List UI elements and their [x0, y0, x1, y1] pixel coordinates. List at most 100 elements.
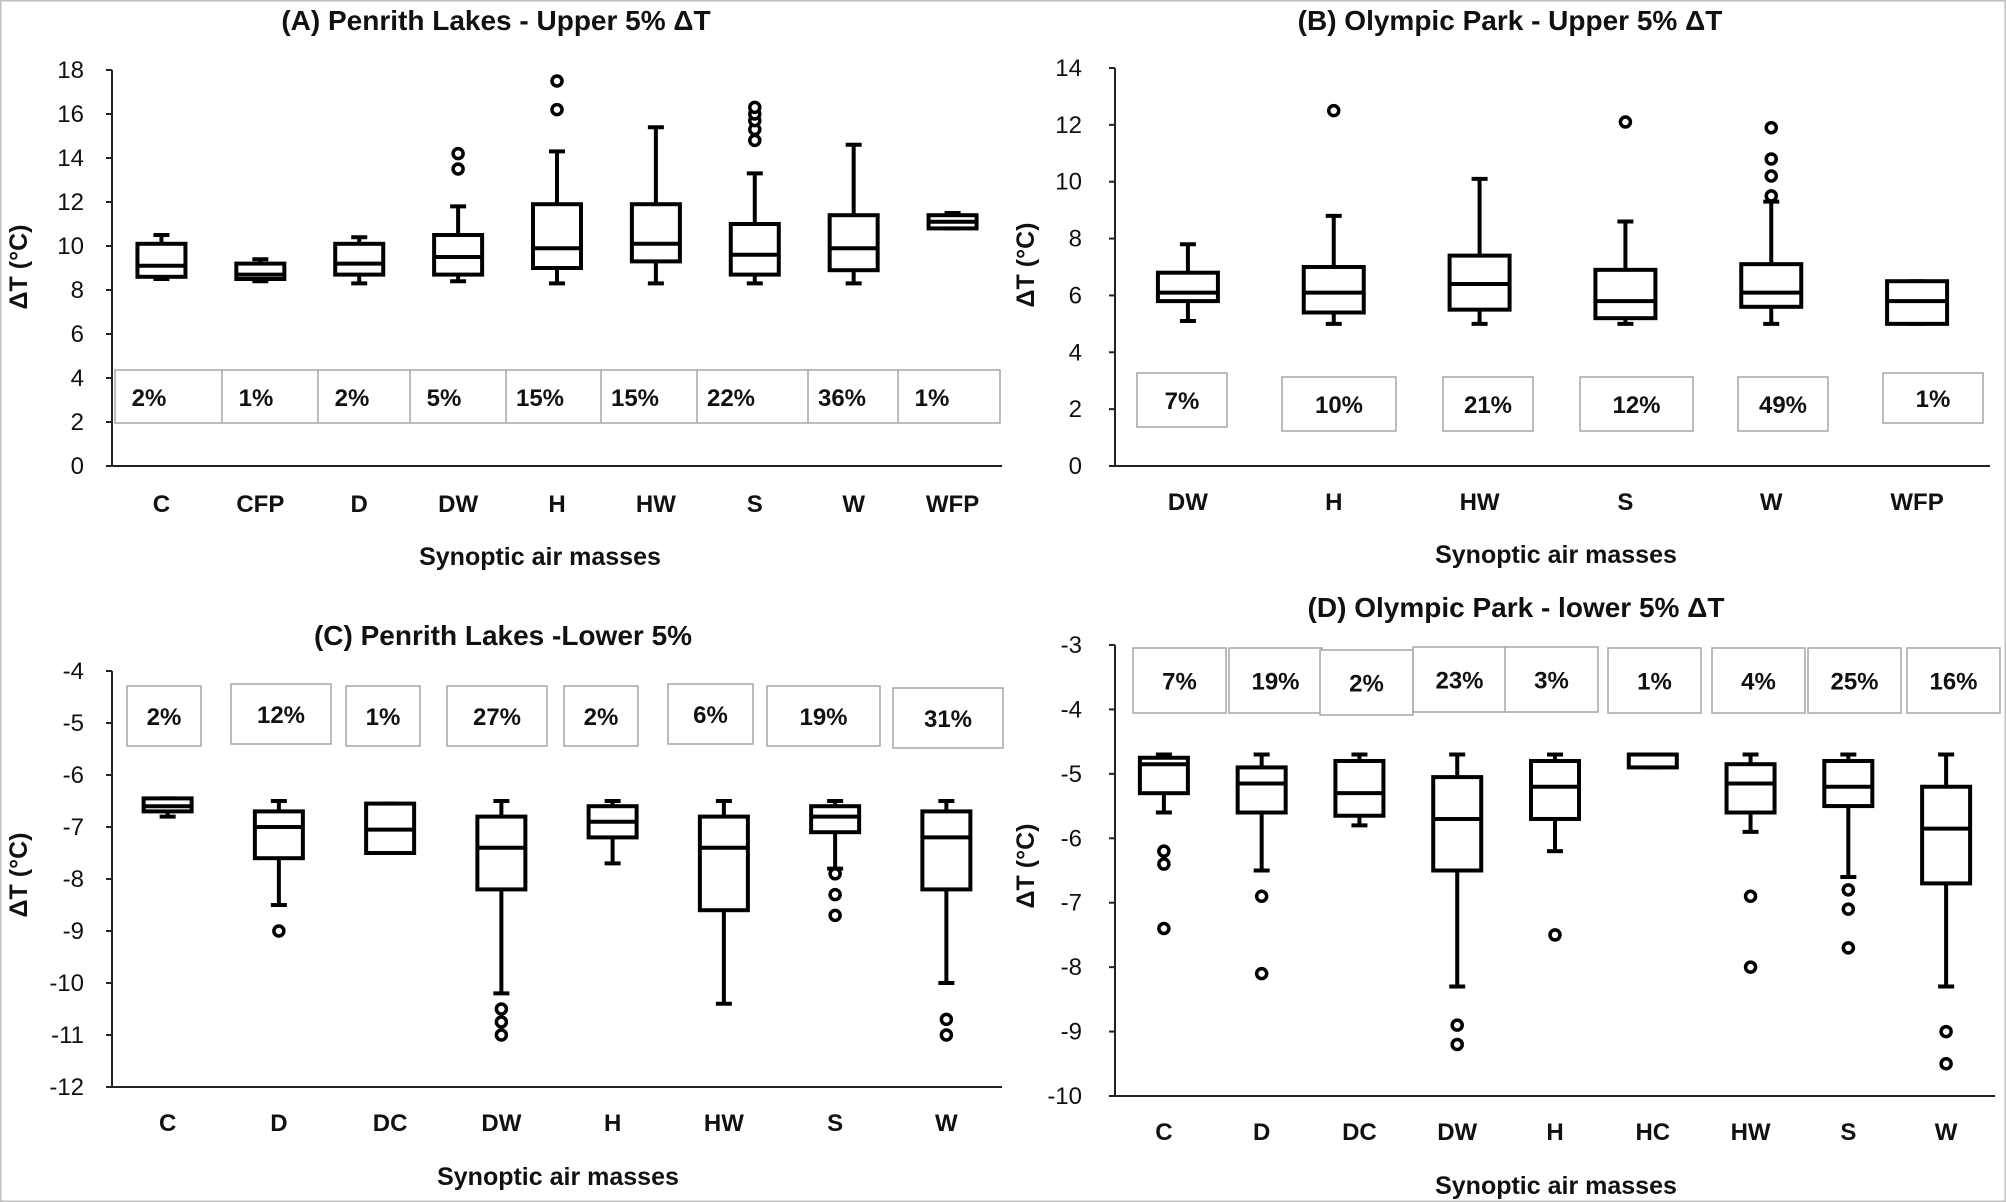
iqr-box [728, 222, 781, 277]
panel-a-category-label: H [548, 491, 565, 518]
panel-a-category-label: C [153, 491, 170, 518]
panel-c-percent-box [345, 685, 421, 747]
panel-b-category-label: H [1325, 489, 1342, 516]
panel-c-category-label: DW [481, 1110, 521, 1137]
panel-a-percent-label: 36% [818, 385, 866, 412]
panel-a-box-HW [629, 125, 682, 286]
panel-d-percent-box [1607, 647, 1702, 714]
panel-d-y-tick-label: -8 [1061, 954, 1082, 981]
panel-a-category-label: HW [636, 491, 676, 518]
panel-d-percent-box [1711, 647, 1806, 714]
panel-b-percent-label: 7% [1165, 388, 1200, 415]
panel-b-y-axis-label: ΔT (°C) [1012, 223, 1040, 308]
panel-a-y-tick-label: 12 [57, 189, 84, 216]
outlier-point [1548, 928, 1562, 942]
panel-c-category-label: DC [373, 1110, 408, 1137]
panel-c-box-H [586, 799, 639, 866]
panel-d: (D) Olympic Park - lower 5% ΔT ΔT (°C) S… [1012, 592, 2001, 1200]
panel-c-percent-label: 1% [366, 704, 401, 731]
iqr-box [1724, 762, 1777, 815]
outlier-point [1743, 889, 1758, 904]
panel-c-percent-box [766, 685, 881, 747]
outlier-point [1764, 152, 1778, 166]
panel-d-box-DC [1333, 752, 1386, 828]
panel-d-category-label: S [1840, 1119, 1856, 1146]
outlier-point [1841, 902, 1856, 916]
panel-d-percent-label: 1% [1637, 669, 1672, 696]
panel-a-y-tick-label: 6 [71, 321, 84, 348]
panel-d-box-S [1822, 752, 1875, 955]
panel-a-y-tick-label: 0 [71, 453, 84, 480]
panel-b-box-DW [1155, 242, 1220, 324]
iqr-box [1333, 758, 1386, 818]
outlier-point [550, 74, 564, 88]
panel-a-y-tick-label: 4 [71, 365, 84, 392]
panel-d-percent-box [1132, 647, 1227, 714]
panel-a-box-DW [432, 146, 485, 284]
panel-d-box-HW [1724, 752, 1777, 974]
outlier-point [1764, 120, 1778, 135]
panel-d-category-label: DW [1437, 1119, 1477, 1146]
outlier-point [451, 162, 465, 176]
panel-d-y-axis-label: ΔT (°C) [1012, 824, 1040, 909]
panel-b-y-tick-label: 10 [1055, 169, 1082, 196]
panel-b-y-tick-label: 2 [1069, 396, 1082, 423]
panel-a-y-tick-label: 18 [57, 57, 84, 84]
panel-d-box-C [1137, 752, 1190, 936]
panel-c-percent-label: 2% [147, 704, 182, 731]
iqr-box [1155, 270, 1220, 304]
panel-a-category-label: CFP [236, 491, 284, 518]
panel-a-box-S [728, 100, 781, 286]
iqr-box [1529, 758, 1581, 821]
panel-c-percent-label: 2% [584, 704, 619, 731]
panel-c-percent-box [563, 685, 639, 747]
panel-b-percent-box [1882, 372, 1984, 424]
outlier-point [828, 887, 842, 902]
iqr-box [1235, 765, 1288, 815]
outlier-point [1618, 115, 1633, 129]
panel-d-x-axis-label: Synoptic air masses [1435, 1172, 1677, 1200]
panel-d-percent-box [1906, 647, 2001, 714]
panel-a-y-axis-label: ΔT (°C) [5, 225, 33, 310]
panel-a: (A) Penrith Lakes - Upper 5% ΔT ΔT (°C) … [5, 5, 1002, 571]
outlier-point [1450, 1037, 1464, 1052]
panel-b-box-S [1593, 115, 1658, 326]
panel-a-category-label: W [842, 491, 865, 518]
iqr-box [629, 202, 682, 264]
panel-a-percent-label: 15% [516, 385, 564, 412]
panel-c-category-label: W [935, 1110, 958, 1137]
iqr-box [475, 814, 528, 892]
iqr-box [1739, 262, 1804, 309]
panel-b-percent-label: 49% [1759, 392, 1807, 419]
panel-a-percent-label: 1% [915, 385, 950, 412]
panel-c-percent-label: 27% [473, 704, 521, 731]
panel-c-category-label: D [270, 1110, 287, 1137]
panel-c-percent-label: 31% [924, 706, 972, 733]
outlier-point [1841, 883, 1856, 897]
outlier-point [1764, 169, 1778, 183]
outlier-point [1450, 1018, 1464, 1032]
panel-d-y-tick-label: -9 [1061, 1019, 1082, 1046]
panel-d-y-tick-label: -7 [1061, 890, 1082, 917]
iqr-box [252, 809, 305, 861]
panel-a-y-tick-label: 10 [57, 233, 84, 260]
panel-a-y-tick-label: 8 [71, 277, 84, 304]
iqr-box [432, 233, 485, 277]
outlier-point [1939, 1024, 1953, 1039]
panel-c-percent-label: 6% [693, 702, 728, 729]
panel-d-category-label: W [1935, 1119, 1958, 1146]
panel-c-y-tick-label: -11 [51, 1022, 84, 1049]
panel-a-box-H [531, 74, 583, 286]
outlier-point [550, 102, 564, 117]
panel-c-y-tick-label: -12 [49, 1074, 84, 1101]
panel-d-category-label: DC [1342, 1119, 1377, 1146]
outlier-point [828, 867, 842, 881]
panel-a-percent-label: 2% [132, 385, 167, 412]
panel-d-percent-box [1319, 649, 1414, 716]
panel-d-percent-box [1412, 646, 1507, 713]
panel-a-percent-strip [114, 369, 1001, 424]
iqr-box [234, 261, 287, 282]
panel-b-category-label: WFP [1890, 489, 1943, 516]
iqr-box [920, 809, 973, 892]
outlier-point [494, 1028, 509, 1042]
